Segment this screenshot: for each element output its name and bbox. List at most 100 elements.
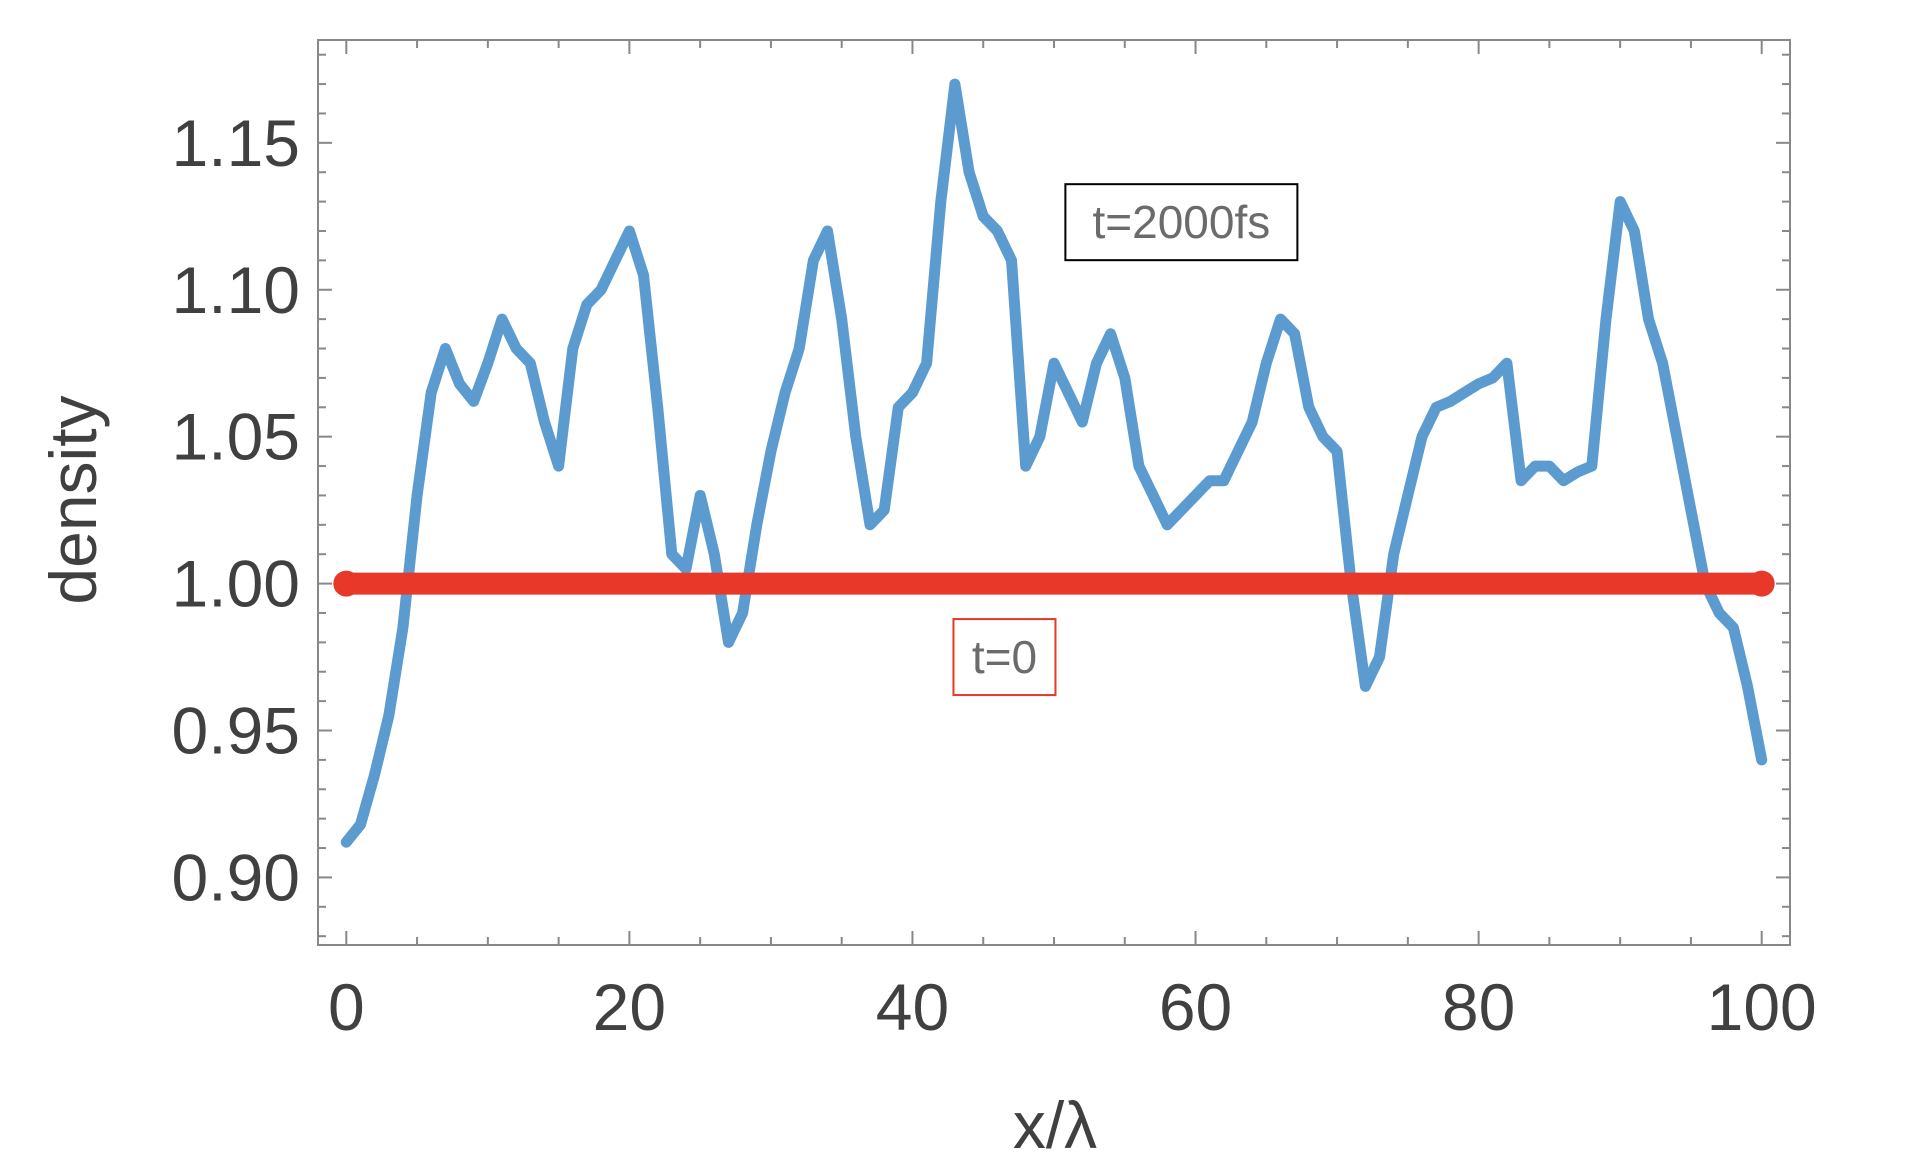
series-point-t2000fs [624, 225, 635, 236]
series-point-t2000fs [1756, 754, 1767, 765]
annotation-box [952, 618, 1057, 697]
series-point-t2000fs [1374, 652, 1385, 663]
series-point-t2000fs [907, 387, 918, 398]
series-point-t2000fs [808, 255, 819, 266]
series-point-t2000fs [964, 167, 975, 178]
series-point-t2000fs [751, 519, 762, 530]
series-point-t0 [333, 570, 360, 597]
y-tick-label: 1.05 [172, 400, 300, 474]
series-point-t2000fs [992, 225, 1003, 236]
series-point-t2000fs [1063, 387, 1074, 398]
series-point-t2000fs [369, 769, 380, 780]
data-series [333, 78, 1775, 848]
y-tick-label: 0.90 [172, 840, 300, 914]
series-point-t2000fs [596, 284, 607, 295]
series-point-t2000fs [1289, 328, 1300, 339]
y-tick-label: 1.10 [172, 253, 300, 327]
series-point-t2000fs [737, 607, 748, 618]
series-point-t2000fs [610, 255, 621, 266]
x-tick-label: 20 [593, 970, 666, 1044]
series-point-t2000fs [440, 343, 451, 354]
series-point-t2000fs [1190, 490, 1201, 501]
series-point-t2000fs [1487, 372, 1498, 383]
x-tick-label: 100 [1707, 970, 1817, 1044]
series-point-t2000fs [780, 387, 791, 398]
series-point-t0 [1748, 570, 1775, 597]
series-point-t2000fs [1303, 402, 1314, 413]
series-point-t2000fs [1615, 196, 1626, 207]
series-point-t2000fs [1034, 431, 1045, 442]
series-point-t2000fs [1006, 255, 1017, 266]
series-point-t2000fs [1218, 475, 1229, 486]
annotation-label: t=0 [972, 631, 1037, 683]
series-point-t2000fs [567, 343, 578, 354]
series-point-t2000fs [412, 490, 423, 501]
series-point-t2000fs [765, 446, 776, 457]
series-point-t2000fs [1360, 681, 1371, 692]
series-point-t2000fs [383, 710, 394, 721]
series-point-t2000fs [666, 549, 677, 560]
series-point-t2000fs [865, 519, 875, 530]
series-point-t2000fs [978, 211, 989, 222]
x-tick-labels: 0 20 40 60 80 100 [328, 970, 1817, 1044]
y-tick-labels: 0.90 0.95 1.00 1.05 1.10 1.15 [172, 106, 300, 915]
series-point-t2000fs [1105, 328, 1116, 339]
series-point-t2000fs [1388, 549, 1399, 560]
series-point-t2000fs [1714, 607, 1725, 618]
series-point-t2000fs [822, 225, 833, 236]
series-point-t2000fs [1473, 378, 1484, 389]
x-tick-label: 60 [1159, 970, 1232, 1044]
series-point-t2000fs [553, 461, 564, 472]
series-point-t2000fs [1317, 431, 1328, 442]
series-point-t2000fs [397, 622, 408, 633]
x-tick-label: 0 [328, 970, 365, 1044]
series-point-t2000fs [1233, 446, 1243, 457]
series-point-t2000fs [893, 402, 904, 413]
series-point-t2000fs [1728, 622, 1739, 633]
annotation-label: t=2000fs [1093, 196, 1271, 248]
series-point-t2000fs [581, 299, 592, 310]
series-point-t2000fs [1685, 505, 1696, 516]
series-point-t2000fs [1586, 461, 1597, 472]
series-point-t2000fs [539, 416, 550, 427]
series-point-t2000fs [468, 396, 479, 407]
series-point-t2000fs [355, 819, 366, 830]
series-point-t2000fs [1077, 416, 1088, 427]
series-point-t2000fs [836, 314, 847, 325]
series-point-t2000fs [1657, 358, 1668, 369]
series-point-t2000fs [1516, 475, 1527, 486]
series-point-t2000fs [1133, 461, 1144, 472]
series-point-t2000fs [652, 402, 663, 413]
series-point-t2000fs [949, 79, 960, 90]
series-point-t2000fs [1544, 461, 1555, 472]
series-point-t2000fs [1176, 505, 1187, 516]
y-axis-title: density [36, 395, 110, 604]
series-point-t2000fs [426, 387, 437, 398]
series-point-t2000fs [1742, 681, 1753, 692]
series-point-t2000fs [1601, 314, 1611, 325]
x-axis-title: x/λ [1013, 1088, 1097, 1162]
series-point-t2000fs [1558, 475, 1569, 486]
series-point-t2000fs [454, 378, 465, 389]
series-point-t2000fs [879, 505, 890, 516]
x-tick-label: 80 [1442, 970, 1515, 1044]
series-point-t2000fs [511, 343, 522, 354]
y-tick-label: 0.95 [172, 694, 300, 768]
series-point-t2000fs [681, 563, 691, 574]
annotations: t=2000fs t=0 [952, 183, 1299, 697]
plot-frame-rect [317, 39, 1791, 946]
series-point-t2000fs [1643, 314, 1654, 325]
series-point-t2000fs [1049, 358, 1059, 369]
y-tick-label: 1.00 [172, 547, 300, 621]
annotation-box [1064, 183, 1299, 262]
series-point-t2000fs [1247, 416, 1258, 427]
series-point-t2000fs [341, 837, 352, 848]
series-point-t2000fs [723, 637, 734, 648]
series-point-t2000fs [1459, 387, 1470, 398]
series-point-t2000fs [1629, 225, 1640, 236]
series-point-t2000fs [1431, 402, 1442, 413]
series-point-t2000fs [709, 549, 720, 560]
series-point-t2000fs [921, 358, 932, 369]
axis-ticks [318, 40, 1790, 945]
series-point-t2000fs [1204, 475, 1215, 486]
